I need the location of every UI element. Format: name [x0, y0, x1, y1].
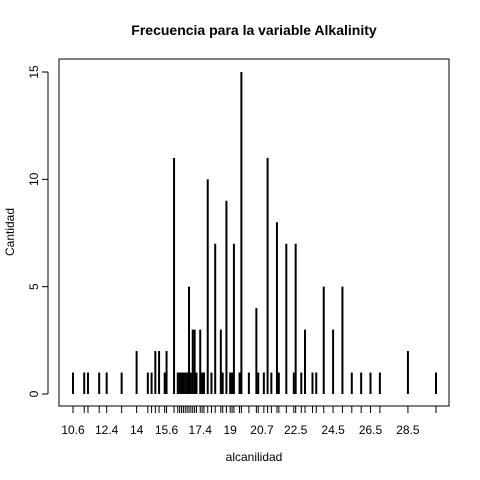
x-tick-label: 14: [130, 423, 144, 437]
x-tick-label: 12.4: [95, 423, 119, 437]
x-tick-label: 19: [223, 423, 237, 437]
y-tick-label: 10: [27, 172, 41, 186]
x-axis: 10.6 12.4 14 15.6 17.4 19 20.7 22.5 24.5 26.5 28.5: [61, 405, 437, 437]
x-tick-label: 26.5: [359, 423, 383, 437]
x-tick-label: 22.5: [284, 423, 308, 437]
x-tick-label: 15.6: [155, 423, 179, 437]
x-tick-label: 10.6: [61, 423, 85, 437]
y-axis: 0 5 10 15: [27, 65, 49, 397]
y-tick-label: 0: [27, 390, 41, 397]
y-tick-label: 15: [27, 65, 41, 79]
x-axis-label: alcanilidad: [226, 450, 283, 464]
x-tick-label: 20.7: [250, 423, 274, 437]
bars: [72, 72, 437, 394]
y-tick-label: 5: [27, 283, 41, 290]
y-axis-label: Cantidad: [3, 208, 17, 256]
chart-title: Frecuencia para la variable Alkalinity: [131, 22, 377, 38]
x-tick-label: 17.4: [189, 423, 213, 437]
x-tick-label: 28.5: [396, 423, 420, 437]
plot-frame: [58, 58, 450, 407]
x-tick-label: 24.5: [321, 423, 345, 437]
